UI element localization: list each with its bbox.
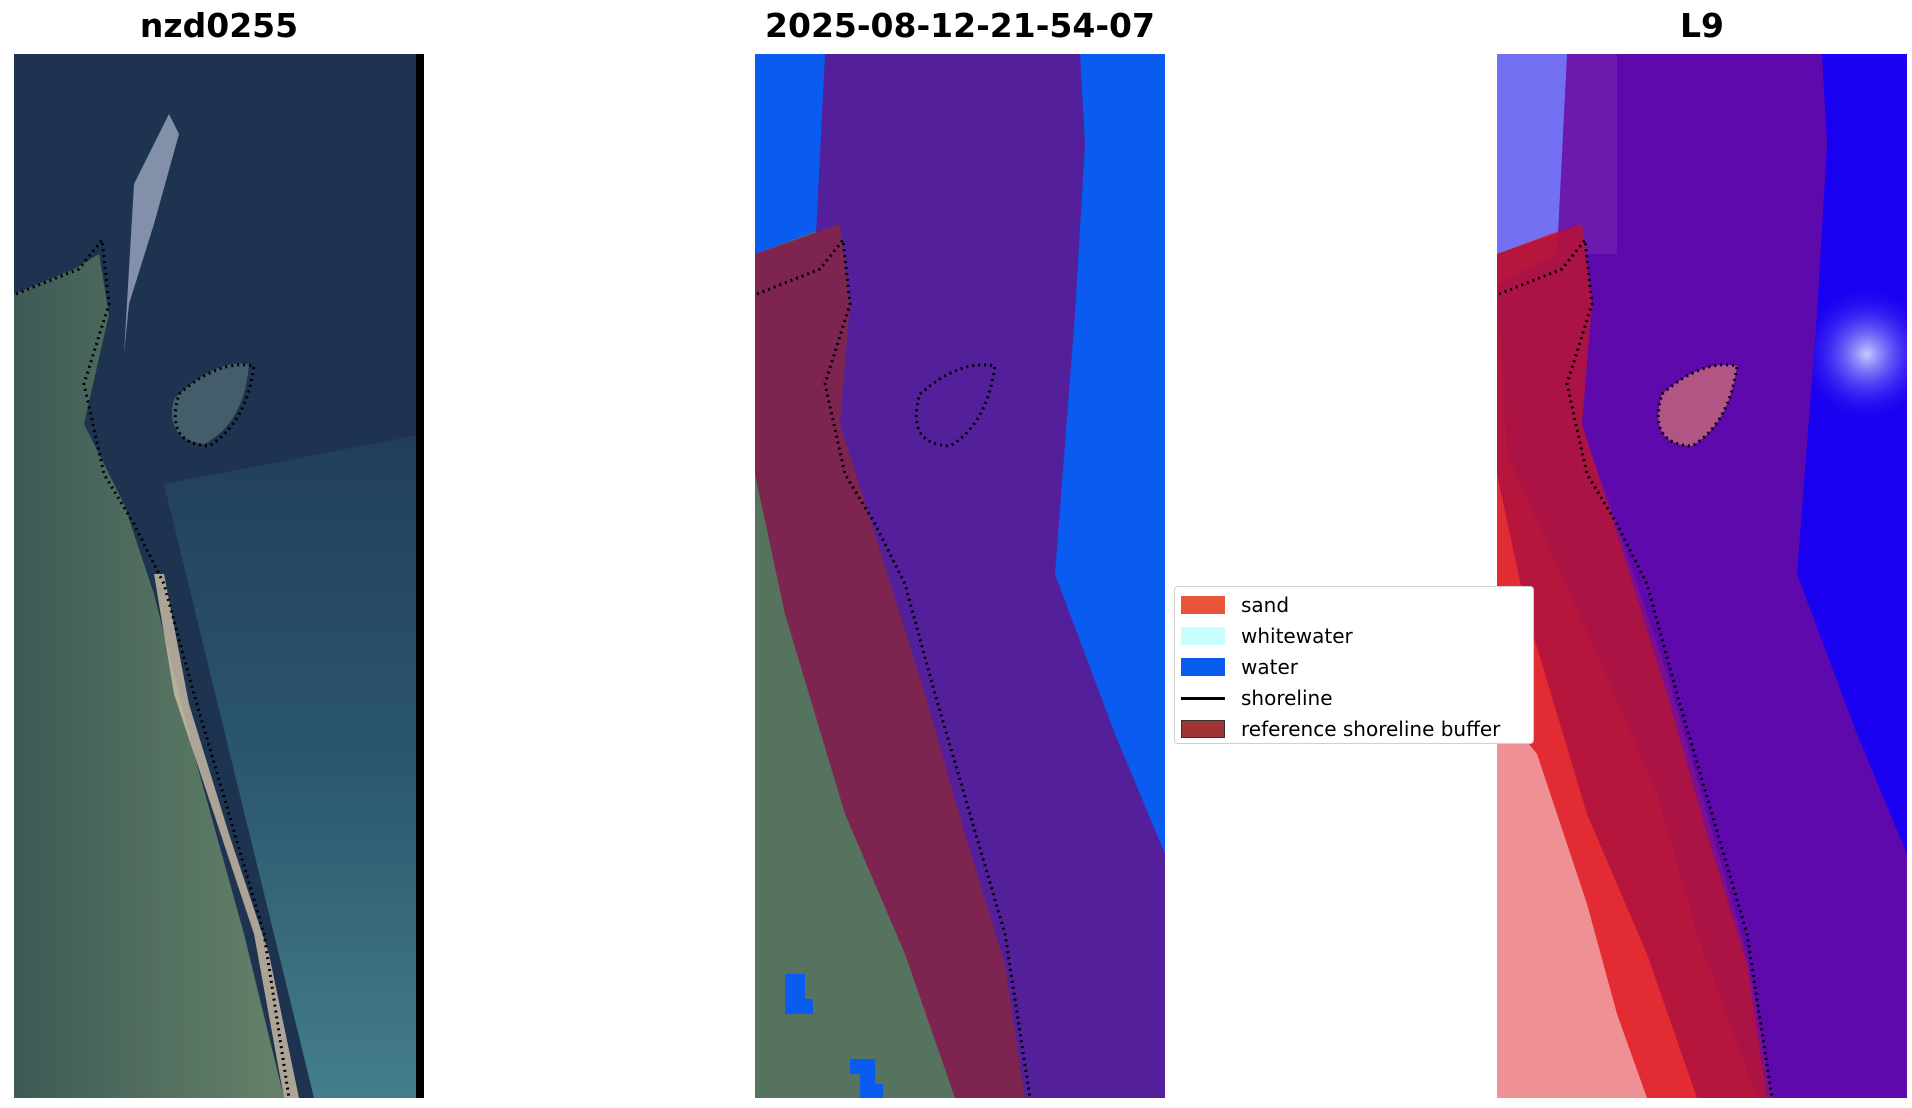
island-fill: [1658, 364, 1737, 446]
bright-land: [1497, 704, 1647, 1098]
image-edge: [416, 54, 424, 1098]
classification-panel: [755, 54, 1165, 1098]
panel-title-index: L9: [1680, 6, 1724, 45]
index-image: [1497, 54, 1907, 1098]
classification-image: [755, 54, 1165, 1098]
water-patch: [850, 1059, 883, 1098]
panel-title-rgb: nzd0255: [139, 6, 299, 45]
legend-label-whitewater: whitewater: [1241, 624, 1353, 648]
panel-title-classification: 2025-08-12-21-54-07: [765, 6, 1155, 45]
legend-item-reference-buffer: reference shoreline buffer: [1181, 716, 1500, 742]
legend-label-water: water: [1241, 655, 1298, 679]
buffer-land: [1497, 224, 1767, 1098]
legend-item-water: water: [1181, 654, 1298, 680]
index-panel: [1497, 54, 1907, 1098]
legend-item-shoreline: shoreline: [1181, 685, 1333, 711]
legend-label-shoreline: shoreline: [1241, 686, 1333, 710]
legend-label-sand: sand: [1241, 593, 1290, 617]
buffer-overlay: [755, 54, 1165, 1098]
water-swatch: [1181, 658, 1225, 676]
whitewater-swatch: [1181, 627, 1225, 645]
buffer-overlay: [1497, 54, 1907, 1098]
cloud-right: [1797, 284, 1907, 424]
buffer-land: [755, 224, 1025, 1098]
island: [172, 363, 249, 444]
legend-item-sand: sand: [1181, 592, 1289, 618]
legend-item-whitewater: whitewater: [1181, 623, 1353, 649]
rgb-image-panel: [14, 54, 424, 1098]
legend: sand whitewater water shoreline referenc…: [1174, 586, 1534, 744]
reference-buffer-swatch: [1181, 720, 1225, 738]
sand-swatch: [1181, 596, 1225, 614]
shoreline-line: [1181, 696, 1225, 700]
rgb-image: [14, 54, 424, 1098]
beach-strip: [154, 574, 299, 1098]
shallow-water: [164, 434, 424, 1098]
legend-label-reference-buffer: reference shoreline buffer: [1241, 717, 1501, 741]
spit-whitewater: [124, 114, 179, 354]
land-area: [14, 254, 284, 1098]
water-patch: [785, 974, 813, 1014]
